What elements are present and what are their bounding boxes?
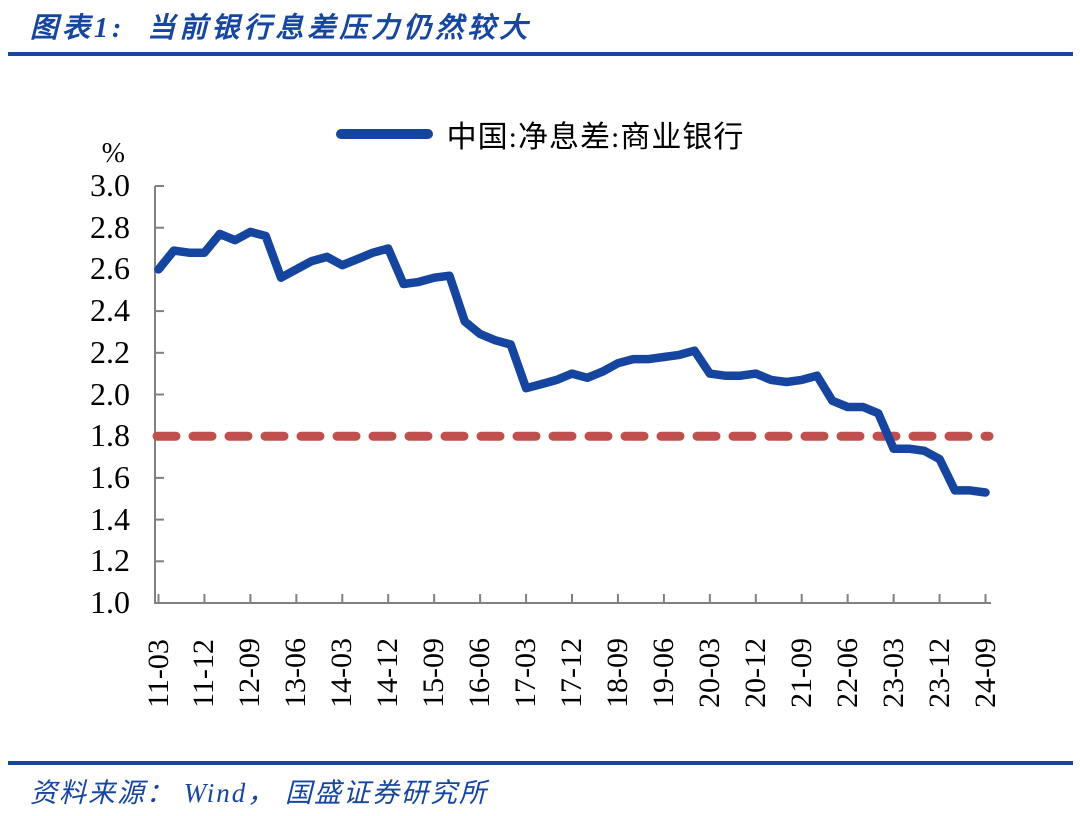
top-divider bbox=[8, 52, 1073, 56]
y-axis-tick-label: 3.0 bbox=[90, 167, 130, 203]
chart-title: 图表1: 当前银行息差压力仍然较大 bbox=[30, 13, 532, 44]
chart-legend: 中国:净息差:商业银行 bbox=[0, 112, 1080, 156]
source-note: 资料来源： Wind， 国盛证券研究所 bbox=[30, 778, 489, 808]
y-axis-tick-label: 2.2 bbox=[90, 333, 130, 370]
axis-frame bbox=[154, 186, 991, 604]
nim-series-line bbox=[154, 227, 990, 497]
legend-label: 中国:净息差:商业银行 bbox=[446, 121, 745, 154]
y-axis-tick-label: 2.4 bbox=[90, 292, 130, 329]
legend-line-swatch bbox=[335, 129, 433, 139]
y-axis-tick-label: 1.8 bbox=[90, 417, 130, 454]
y-axis-tick-label: 1.0 bbox=[90, 584, 130, 620]
y-axis-tick-label: 2.0 bbox=[90, 375, 130, 412]
y-axis-tick-label: 1.6 bbox=[90, 458, 130, 495]
y-axis-tick-label: 1.2 bbox=[90, 542, 130, 579]
bottom-divider bbox=[8, 761, 1073, 765]
y-axis-tick-label: 2.6 bbox=[90, 250, 130, 287]
y-axis-tick-label: 2.8 bbox=[90, 208, 130, 245]
y-axis-unit-label: % bbox=[101, 138, 125, 169]
y-axis-tick-label: 1.4 bbox=[90, 500, 130, 537]
